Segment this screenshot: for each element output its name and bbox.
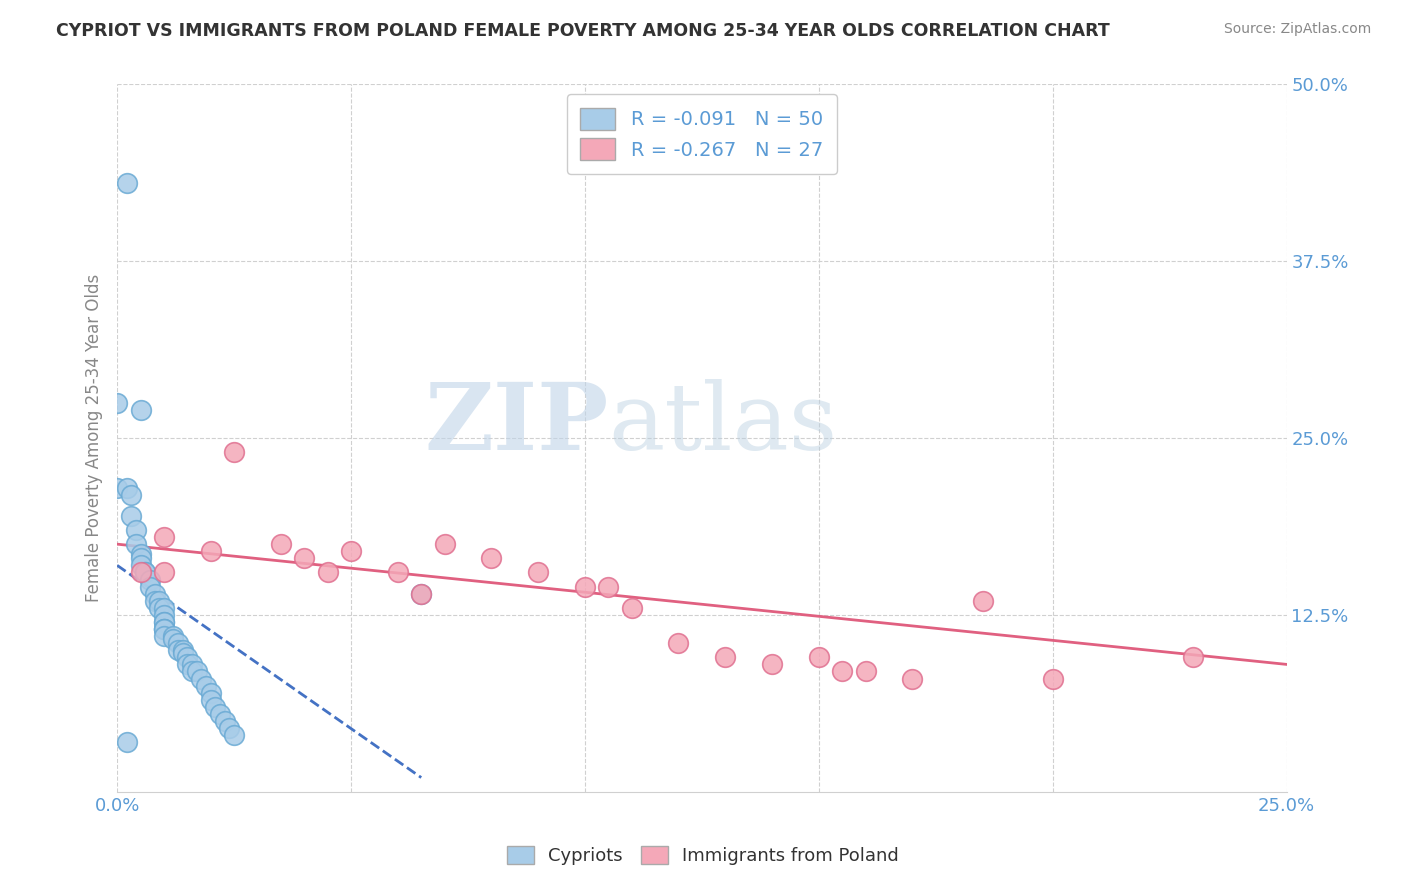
Point — [139, 580, 162, 594]
Point — [292, 551, 315, 566]
Point — [200, 686, 222, 700]
Point — [153, 615, 176, 629]
Point — [411, 587, 433, 601]
Point — [831, 665, 853, 679]
Point — [972, 593, 994, 607]
Point — [125, 537, 148, 551]
Point — [105, 395, 128, 409]
Point — [167, 636, 190, 650]
Point — [433, 537, 456, 551]
Point — [134, 566, 156, 580]
Point — [120, 488, 142, 502]
Point — [761, 657, 783, 672]
Point — [115, 177, 138, 191]
Point — [153, 622, 176, 636]
Point — [190, 672, 212, 686]
Point — [129, 547, 152, 561]
Point — [411, 587, 433, 601]
Point — [153, 622, 176, 636]
Point — [148, 593, 170, 607]
Point — [143, 593, 166, 607]
Point — [125, 523, 148, 537]
Point — [129, 551, 152, 566]
Text: ZIP: ZIP — [425, 379, 609, 469]
Point — [115, 735, 138, 749]
Point — [153, 615, 176, 629]
Point — [153, 622, 176, 636]
Point — [186, 665, 208, 679]
Point — [172, 646, 194, 660]
Point — [620, 600, 643, 615]
Point — [204, 699, 226, 714]
Point — [153, 600, 176, 615]
Point — [270, 537, 292, 551]
Point — [1042, 672, 1064, 686]
Text: CYPRIOT VS IMMIGRANTS FROM POLAND FEMALE POVERTY AMONG 25-34 YEAR OLDS CORRELATI: CYPRIOT VS IMMIGRANTS FROM POLAND FEMALE… — [56, 22, 1109, 40]
Point — [172, 643, 194, 657]
Point — [387, 566, 409, 580]
Point — [598, 580, 620, 594]
Point — [200, 692, 222, 706]
Point — [153, 530, 176, 544]
Point — [527, 566, 550, 580]
Legend: R = -0.091   N = 50, R = -0.267   N = 27: R = -0.091 N = 50, R = -0.267 N = 27 — [567, 95, 837, 174]
Point — [176, 650, 198, 665]
Point — [218, 721, 240, 735]
Point — [195, 679, 218, 693]
Point — [129, 402, 152, 417]
Point — [479, 551, 502, 566]
Point — [200, 544, 222, 558]
Text: atlas: atlas — [609, 379, 838, 469]
Point — [714, 650, 737, 665]
Point — [574, 580, 596, 594]
Point — [162, 632, 184, 646]
Point — [316, 566, 339, 580]
Point — [176, 657, 198, 672]
Point — [148, 600, 170, 615]
Point — [214, 714, 236, 728]
Point — [181, 665, 204, 679]
Point — [129, 566, 152, 580]
Point — [224, 728, 246, 742]
Point — [143, 587, 166, 601]
Point — [105, 481, 128, 495]
Point — [115, 481, 138, 495]
Point — [224, 445, 246, 459]
Legend: Cypriots, Immigrants from Poland: Cypriots, Immigrants from Poland — [498, 837, 908, 874]
Y-axis label: Female Poverty Among 25-34 Year Olds: Female Poverty Among 25-34 Year Olds — [86, 274, 103, 602]
Point — [134, 566, 156, 580]
Point — [855, 665, 877, 679]
Text: Source: ZipAtlas.com: Source: ZipAtlas.com — [1223, 22, 1371, 37]
Point — [167, 643, 190, 657]
Point — [340, 544, 363, 558]
Point — [120, 508, 142, 523]
Point — [139, 573, 162, 587]
Point — [668, 636, 690, 650]
Point — [209, 706, 232, 721]
Point — [153, 566, 176, 580]
Point — [181, 657, 204, 672]
Point — [1182, 650, 1205, 665]
Point — [162, 629, 184, 643]
Point — [807, 650, 830, 665]
Point — [153, 607, 176, 622]
Point — [901, 672, 924, 686]
Point — [129, 558, 152, 573]
Point — [153, 629, 176, 643]
